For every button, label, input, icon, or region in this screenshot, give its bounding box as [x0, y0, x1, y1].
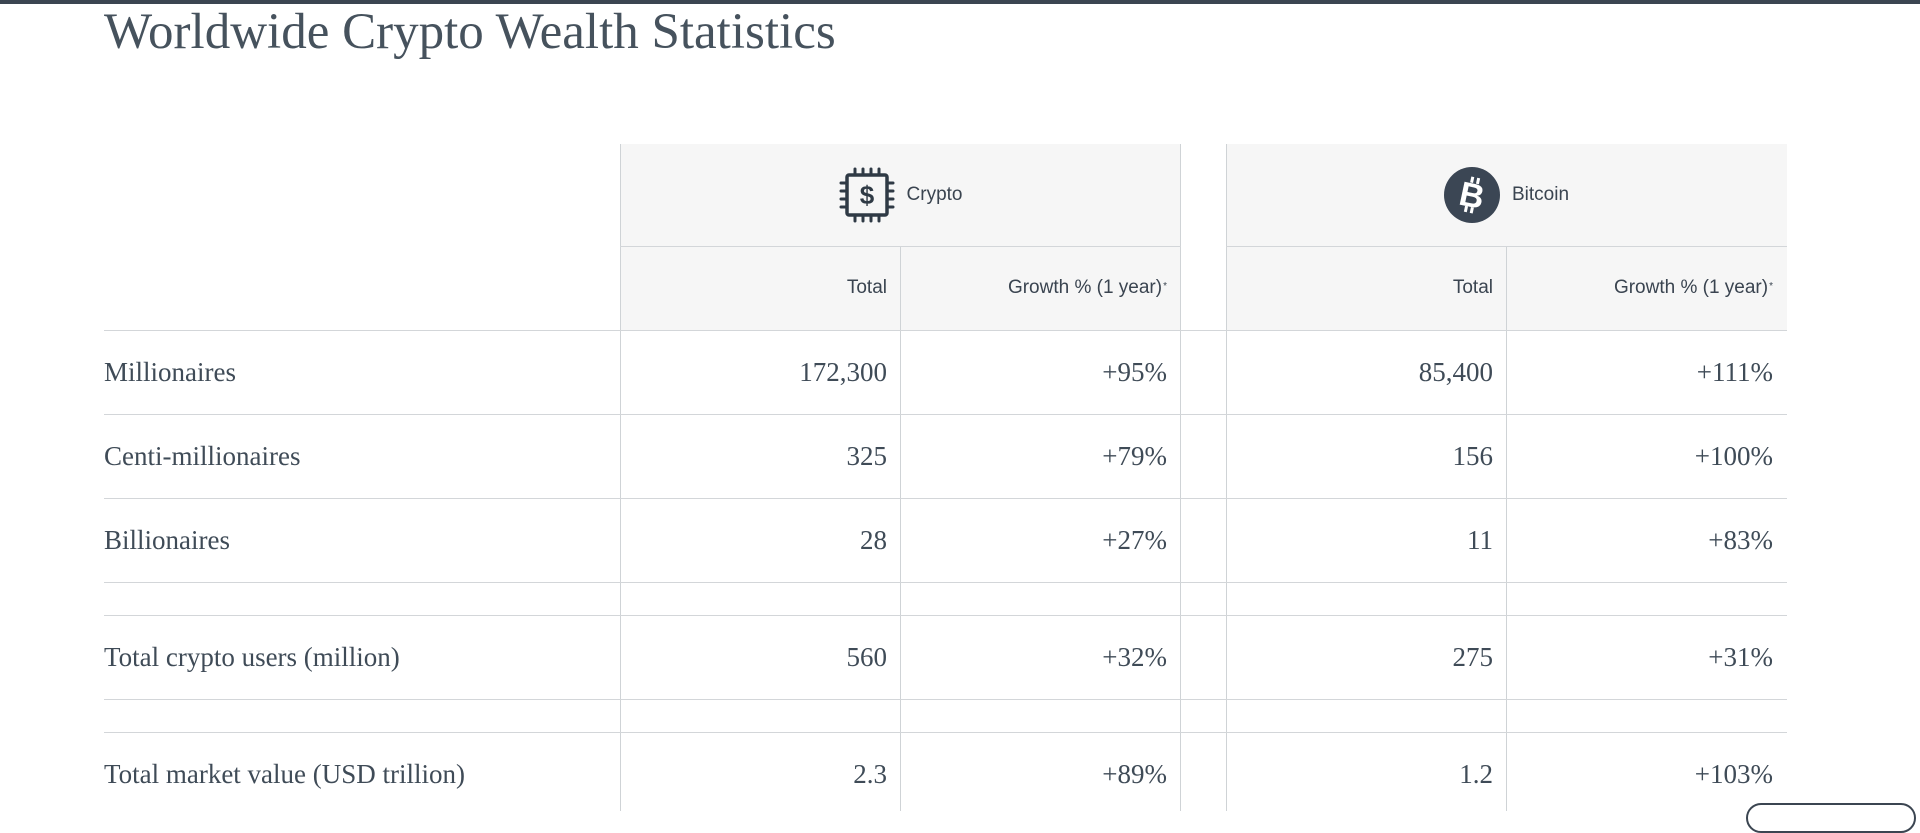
- footnote-marker: *: [1163, 280, 1167, 292]
- grid-line: [620, 144, 621, 811]
- table-cell: 156: [1452, 440, 1494, 471]
- bitcoin-total-column-header: Total: [1226, 246, 1507, 330]
- crypto-chip-dollar-icon: $: [839, 167, 895, 223]
- table-cell: +111%: [1696, 356, 1773, 387]
- column-header-label: Total: [1452, 277, 1493, 298]
- table-cell: +32%: [1102, 641, 1167, 672]
- table-cell: 1.2: [1459, 758, 1493, 789]
- crypto-group-header: $ Crypto: [620, 144, 1181, 246]
- table-cell: 28: [860, 524, 887, 555]
- svg-text:$: $: [859, 180, 874, 210]
- crypto-group-label: Crypto: [906, 184, 963, 205]
- row-label-total-market-value: Total market value (USD trillion): [104, 758, 466, 789]
- grid-line: [104, 615, 1787, 616]
- table-cell: +79%: [1102, 440, 1167, 471]
- table-cell: +103%: [1694, 758, 1773, 789]
- table-cell: 85,400: [1418, 356, 1493, 387]
- table-cell: +27%: [1102, 524, 1167, 555]
- table-cell: +31%: [1708, 641, 1773, 672]
- column-header-label: Growth % (1 year): [1613, 277, 1769, 298]
- grid-line: [1506, 246, 1507, 811]
- grid-line: [104, 699, 1787, 700]
- grid-line: [104, 582, 1787, 583]
- grid-line: [1226, 246, 1787, 247]
- column-header-label: Total: [846, 277, 887, 298]
- row-label-total-crypto-users: Total crypto users (million): [104, 641, 400, 672]
- grid-line: [104, 330, 1787, 331]
- column-header-label: Growth % (1 year): [1007, 277, 1163, 298]
- bitcoin-group-label: Bitcoin: [1511, 184, 1570, 205]
- crypto-growth-column-header: Growth % (1 year) *: [901, 246, 1181, 330]
- floating-button[interactable]: [1746, 803, 1916, 833]
- grid-line: [1226, 144, 1227, 811]
- table-cell: +89%: [1102, 758, 1167, 789]
- table-cell: 275: [1452, 641, 1494, 672]
- footnote-marker: *: [1769, 280, 1773, 292]
- bitcoin-growth-column-header: Growth % (1 year) *: [1507, 246, 1787, 330]
- table-cell: 11: [1467, 524, 1493, 555]
- table-cell: 172,300: [799, 356, 887, 387]
- grid-line: [104, 414, 1787, 415]
- crypto-total-column-header: Total: [620, 246, 901, 330]
- grid-line: [104, 732, 1787, 733]
- grid-line: [900, 246, 901, 811]
- table-cell: +95%: [1102, 356, 1167, 387]
- table-cell: +100%: [1694, 440, 1773, 471]
- table-cell: 2.3: [853, 758, 887, 789]
- top-bar: [0, 0, 1920, 4]
- bitcoin-group-header: B Bitcoin: [1226, 144, 1787, 246]
- grid-line: [104, 498, 1787, 499]
- row-label-millionaires: Millionaires: [104, 356, 236, 387]
- table-cell: 560: [846, 641, 888, 672]
- grid-line: [620, 246, 1181, 247]
- grid-line: [1180, 144, 1181, 811]
- bitcoin-icon: B: [1443, 167, 1500, 223]
- table-cell: 325: [846, 440, 888, 471]
- table-cell: +83%: [1708, 524, 1773, 555]
- page-title: Worldwide Crypto Wealth Statistics: [104, 4, 836, 60]
- row-label-centi-millionaires: Centi-millionaires: [104, 440, 301, 471]
- row-label-billionaires: Billionaires: [104, 524, 230, 555]
